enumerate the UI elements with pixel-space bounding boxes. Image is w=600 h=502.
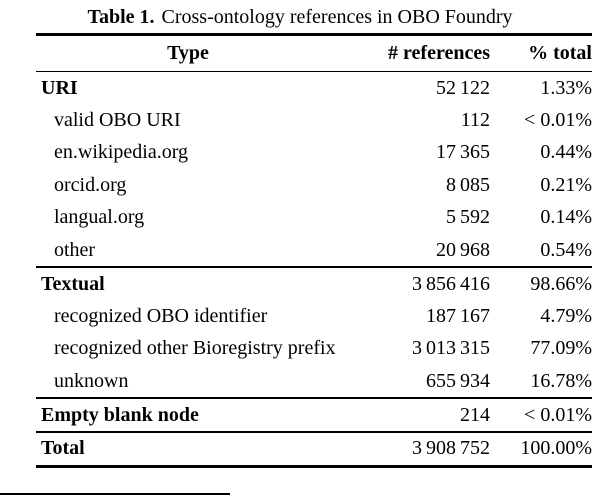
- row-type: Total: [41, 437, 85, 460]
- row-percent: 77.09%: [530, 337, 592, 360]
- row-references: 20 968: [435, 238, 490, 261]
- row-references: 112: [460, 109, 490, 132]
- row-type: recognized OBO identifier: [54, 304, 268, 327]
- column-header-percent: % total: [528, 41, 592, 64]
- column-header-type: Type: [167, 41, 209, 64]
- row-percent: 1.33%: [540, 76, 592, 99]
- row-percent: 16.78%: [530, 369, 592, 392]
- table-caption: Table 1. Cross-ontology references in OBO…: [0, 4, 600, 30]
- row-percent: 100.00%: [520, 437, 592, 460]
- table-row-unknown: unknown 655 934 16.78%: [36, 365, 592, 397]
- table-row-recognized-obo-identifier: recognized OBO identifier 187 167 4.79%: [36, 300, 592, 332]
- table-midrule-total: [36, 431, 592, 433]
- table-row-other: other 20 968 0.54%: [36, 234, 592, 266]
- table-caption-label: Table 1.: [87, 6, 155, 28]
- row-type: Textual: [41, 272, 105, 295]
- table-caption-text: Cross-ontology references in OBO Foundry: [161, 6, 513, 28]
- row-percent: 0.14%: [540, 206, 592, 229]
- row-references: 214: [460, 403, 490, 426]
- row-type: recognized other Bioregistry prefix: [54, 337, 336, 360]
- row-percent: < 0.01%: [524, 403, 592, 426]
- table-top-rule: [36, 33, 592, 36]
- row-percent: 4.79%: [540, 304, 592, 327]
- row-references: 655 934: [425, 369, 490, 392]
- table-row-uri: URI 52 122 1.33%: [36, 72, 592, 104]
- table-row-en-wikipedia-org: en.wikipedia.org 17 365 0.44%: [36, 137, 592, 169]
- row-percent: 0.21%: [540, 173, 592, 196]
- row-type: other: [54, 238, 96, 261]
- row-type: valid OBO URI: [54, 109, 181, 132]
- row-references: 5 592: [445, 206, 490, 229]
- footnote-rule: [0, 493, 230, 495]
- table-midrule-empty-blank-node: [36, 397, 592, 399]
- row-references: 3 856 416: [411, 272, 490, 295]
- row-type: Empty blank node: [41, 403, 199, 426]
- table-row-total: Total 3 908 752 100.00%: [36, 433, 592, 465]
- row-type: langual.org: [54, 206, 145, 229]
- row-references: 3 908 752: [411, 437, 490, 460]
- table-row-orcid-org: orcid.org 8 085 0.21%: [36, 169, 592, 201]
- row-references: 8 085: [445, 173, 490, 196]
- row-percent: 0.54%: [540, 238, 592, 261]
- row-references: 17 365: [435, 141, 490, 164]
- table-row-valid-obo-uri: valid OBO URI 112 < 0.01%: [36, 104, 592, 136]
- row-type: URI: [41, 76, 78, 99]
- row-type: orcid.org: [54, 173, 127, 196]
- row-references: 3 013 315: [411, 337, 490, 360]
- row-type: unknown: [54, 369, 129, 392]
- table-row-textual: Textual 3 856 416 98.66%: [36, 268, 592, 300]
- row-references: 52 122: [435, 76, 490, 99]
- row-percent: 98.66%: [530, 272, 592, 295]
- column-header-references: # references: [388, 41, 490, 64]
- table-header-rule: [36, 70, 592, 72]
- row-type: en.wikipedia.org: [54, 141, 189, 164]
- row-percent: 0.44%: [540, 141, 592, 164]
- table-row-langual-org: langual.org 5 592 0.14%: [36, 202, 592, 234]
- table-midrule-textual: [36, 266, 592, 268]
- table-row-empty-blank-node: Empty blank node 214 < 0.01%: [36, 399, 592, 431]
- row-references: 187 167: [425, 304, 490, 327]
- row-percent: < 0.01%: [524, 109, 592, 132]
- table-bottom-rule: [36, 465, 592, 468]
- table-row-recognized-other-bioregistry-prefix: recognized other Bioregistry prefix 3 01…: [36, 333, 592, 365]
- table-header-row: Type # references % total: [36, 36, 592, 71]
- cross-ontology-references-table: Type # references % total URI 52 122 1.3…: [36, 33, 592, 468]
